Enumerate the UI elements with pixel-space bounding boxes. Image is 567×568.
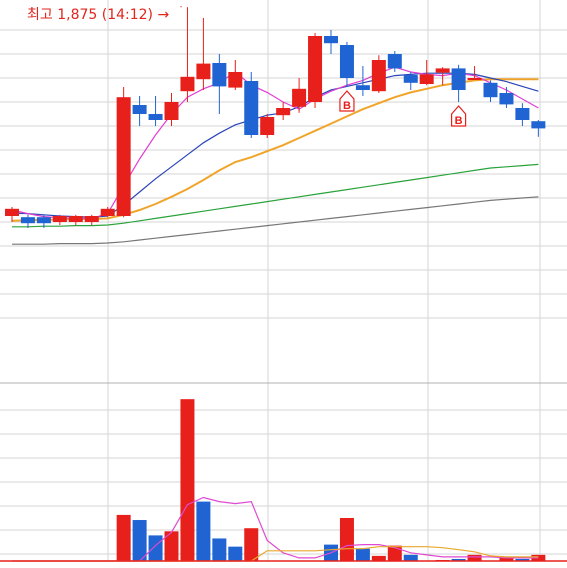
volume-ma-line: [12, 496, 539, 562]
candle-body: [355, 85, 370, 90]
volume-bar: [499, 557, 514, 561]
volume-bar: [132, 520, 147, 561]
candle-body: [276, 108, 291, 116]
candle-body: [387, 54, 402, 69]
candle-body: [308, 36, 323, 102]
candle-body: [228, 72, 243, 88]
volume-bar: [244, 528, 259, 561]
candle-body: [499, 93, 514, 105]
candle-body: [435, 68, 450, 73]
volume-bar: [339, 517, 354, 561]
candle-body: [68, 216, 83, 222]
candle-body: [531, 121, 546, 129]
ma60-line: [12, 163, 539, 228]
candle-body: [116, 97, 131, 216]
candle-body: [100, 208, 115, 216]
volume-bar: [196, 501, 211, 561]
ma5-line: [11, 66, 539, 219]
volume-bar: [180, 399, 195, 561]
candle-body: [148, 114, 163, 120]
volume-bar: [467, 554, 482, 561]
candle-body: [164, 102, 179, 120]
volume-bar: [212, 538, 227, 561]
candle-body: [371, 60, 386, 92]
ma20-line: [11, 78, 539, 222]
candle-body: [292, 88, 307, 107]
candle-body: [196, 63, 211, 80]
buy-signal-label: B: [343, 100, 351, 112]
buy-signal-marker: [451, 105, 467, 127]
candle-body: [515, 108, 530, 120]
high-price-text: 최고 1,875 (14:12): [27, 7, 154, 23]
candle-body: [451, 68, 466, 90]
volume-bar: [164, 531, 179, 561]
candle-body: [20, 217, 35, 224]
volume-bar: [355, 548, 370, 561]
candle-body: [419, 74, 434, 84]
buy-signal-marker: [339, 90, 355, 112]
volume-bar: [116, 514, 131, 561]
candle-body: [132, 105, 147, 114]
volume-bar: [148, 535, 163, 561]
candle-body: [403, 75, 418, 83]
volume-bar: [387, 545, 402, 561]
volume-bar: [371, 555, 386, 561]
high-arrow-icon: →: [157, 7, 170, 23]
candle-body: [52, 216, 67, 222]
candle-body: [324, 36, 338, 44]
volume-bar: [451, 558, 466, 561]
candle-body: [467, 78, 482, 80]
candle-body: [339, 45, 354, 78]
candle-body: [5, 208, 19, 216]
ma120-line: [12, 196, 539, 245]
high-price-annotation: 최고 1,875 (14:12) →: [27, 4, 169, 24]
candle-body: [36, 217, 51, 224]
candle-body: [180, 76, 195, 92]
volume-bar: [403, 554, 418, 561]
candle-body: [84, 216, 99, 222]
candle-body: [212, 63, 227, 87]
buy-signal-label: B: [455, 115, 463, 127]
volume-bar: [515, 558, 530, 561]
ma10-line: [11, 72, 539, 218]
candle-body: [260, 117, 275, 135]
volume-bar: [228, 546, 243, 561]
candle-body: [483, 82, 498, 98]
candle-body: [244, 81, 259, 135]
